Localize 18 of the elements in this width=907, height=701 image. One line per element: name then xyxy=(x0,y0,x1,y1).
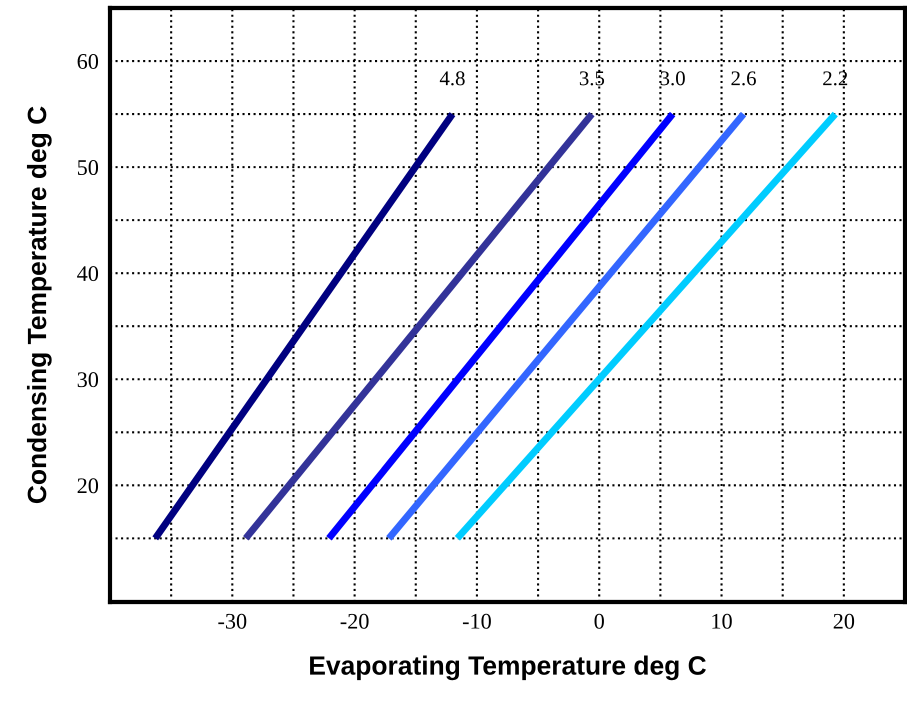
y-tick-label: 30 xyxy=(78,372,98,388)
x-tick-label: -20 xyxy=(340,614,369,629)
y-tick-label: 50 xyxy=(78,160,98,176)
series-label: 2.6 xyxy=(731,71,756,86)
x-tick-label: 0 xyxy=(594,614,604,629)
series-label: 4.8 xyxy=(440,71,465,86)
series-label: 3.0 xyxy=(660,71,685,86)
series-label: 3.5 xyxy=(580,71,604,86)
y-tick-label: 20 xyxy=(78,478,98,494)
x-tick-label: -30 xyxy=(218,614,246,629)
x-tick-label: -10 xyxy=(462,614,491,629)
y-axis-title: Condensing Temperature deg C xyxy=(26,106,52,504)
x-tick-label: 10 xyxy=(712,614,732,629)
x-axis-title: Evaporating Temperature deg C xyxy=(310,655,706,680)
series-label: 2.2 xyxy=(823,71,848,86)
x-tick-label: 20 xyxy=(834,614,854,629)
y-tick-label: 60 xyxy=(78,54,98,69)
y-tick-label: 40 xyxy=(77,266,98,282)
